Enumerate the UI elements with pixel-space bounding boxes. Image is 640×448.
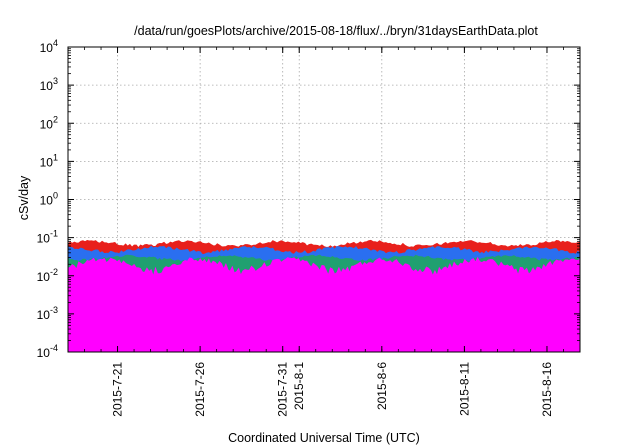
y-tick-label: 104 <box>40 38 58 55</box>
x-tick-label: 2015-7-31 <box>276 362 290 417</box>
y-tick-exponent: -1 <box>50 229 58 239</box>
x-tick-label: 2015-8-1 <box>292 362 306 410</box>
y-tick-label: 102 <box>40 114 58 131</box>
y-tick-exponent: 0 <box>53 191 58 201</box>
y-tick-exponent: 4 <box>53 38 58 48</box>
y-tick-label: 103 <box>40 76 58 93</box>
y-tick-exponent: -4 <box>50 343 58 353</box>
y-tick-exponent: -2 <box>50 267 58 277</box>
x-tick-label: 2015-7-21 <box>111 362 125 417</box>
y-tick-exponent: -3 <box>50 305 58 315</box>
y-tick-label: 10-1 <box>37 229 58 246</box>
y-axis-label: cSv/day <box>17 175 31 220</box>
y-tick-exponent: 3 <box>53 76 58 86</box>
y-tick-label: 10-4 <box>37 343 58 360</box>
x-axis-label: Coordinated Universal Time (UTC) <box>228 431 420 445</box>
y-tick-label: 10-2 <box>37 267 58 284</box>
y-tick-label: 101 <box>40 152 58 169</box>
x-axis: 2015-7-21 2015-7-26 2015-7-31 2015-8-1 2015-… <box>67 47 581 417</box>
y-tick-exponent: 1 <box>53 152 58 162</box>
y-tick-label: 10-3 <box>37 305 58 322</box>
x-tick-label: 2015-7-26 <box>193 362 207 417</box>
chart-title: /data/run/goesPlots/archive/2015-08-18/f… <box>134 24 538 38</box>
x-tick-label: 2015-8-11 <box>457 362 471 416</box>
x-tick-label: 2015-8-6 <box>375 362 389 410</box>
x-tick-label: 2015-8-16 <box>540 362 554 417</box>
series-area-3 <box>67 256 581 353</box>
plot-area <box>67 239 581 353</box>
y-tick-label: 100 <box>40 191 58 208</box>
y-tick-exponent: 2 <box>53 114 58 124</box>
